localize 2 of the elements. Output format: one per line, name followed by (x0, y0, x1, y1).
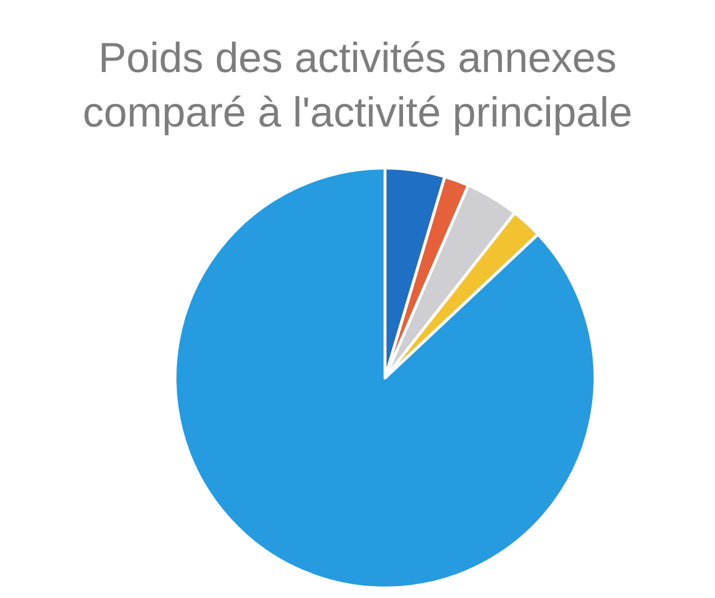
pie-slice (174, 166, 596, 590)
chart-title: Poids des activités annexes comparé à l'activité principale (82, 34, 632, 136)
